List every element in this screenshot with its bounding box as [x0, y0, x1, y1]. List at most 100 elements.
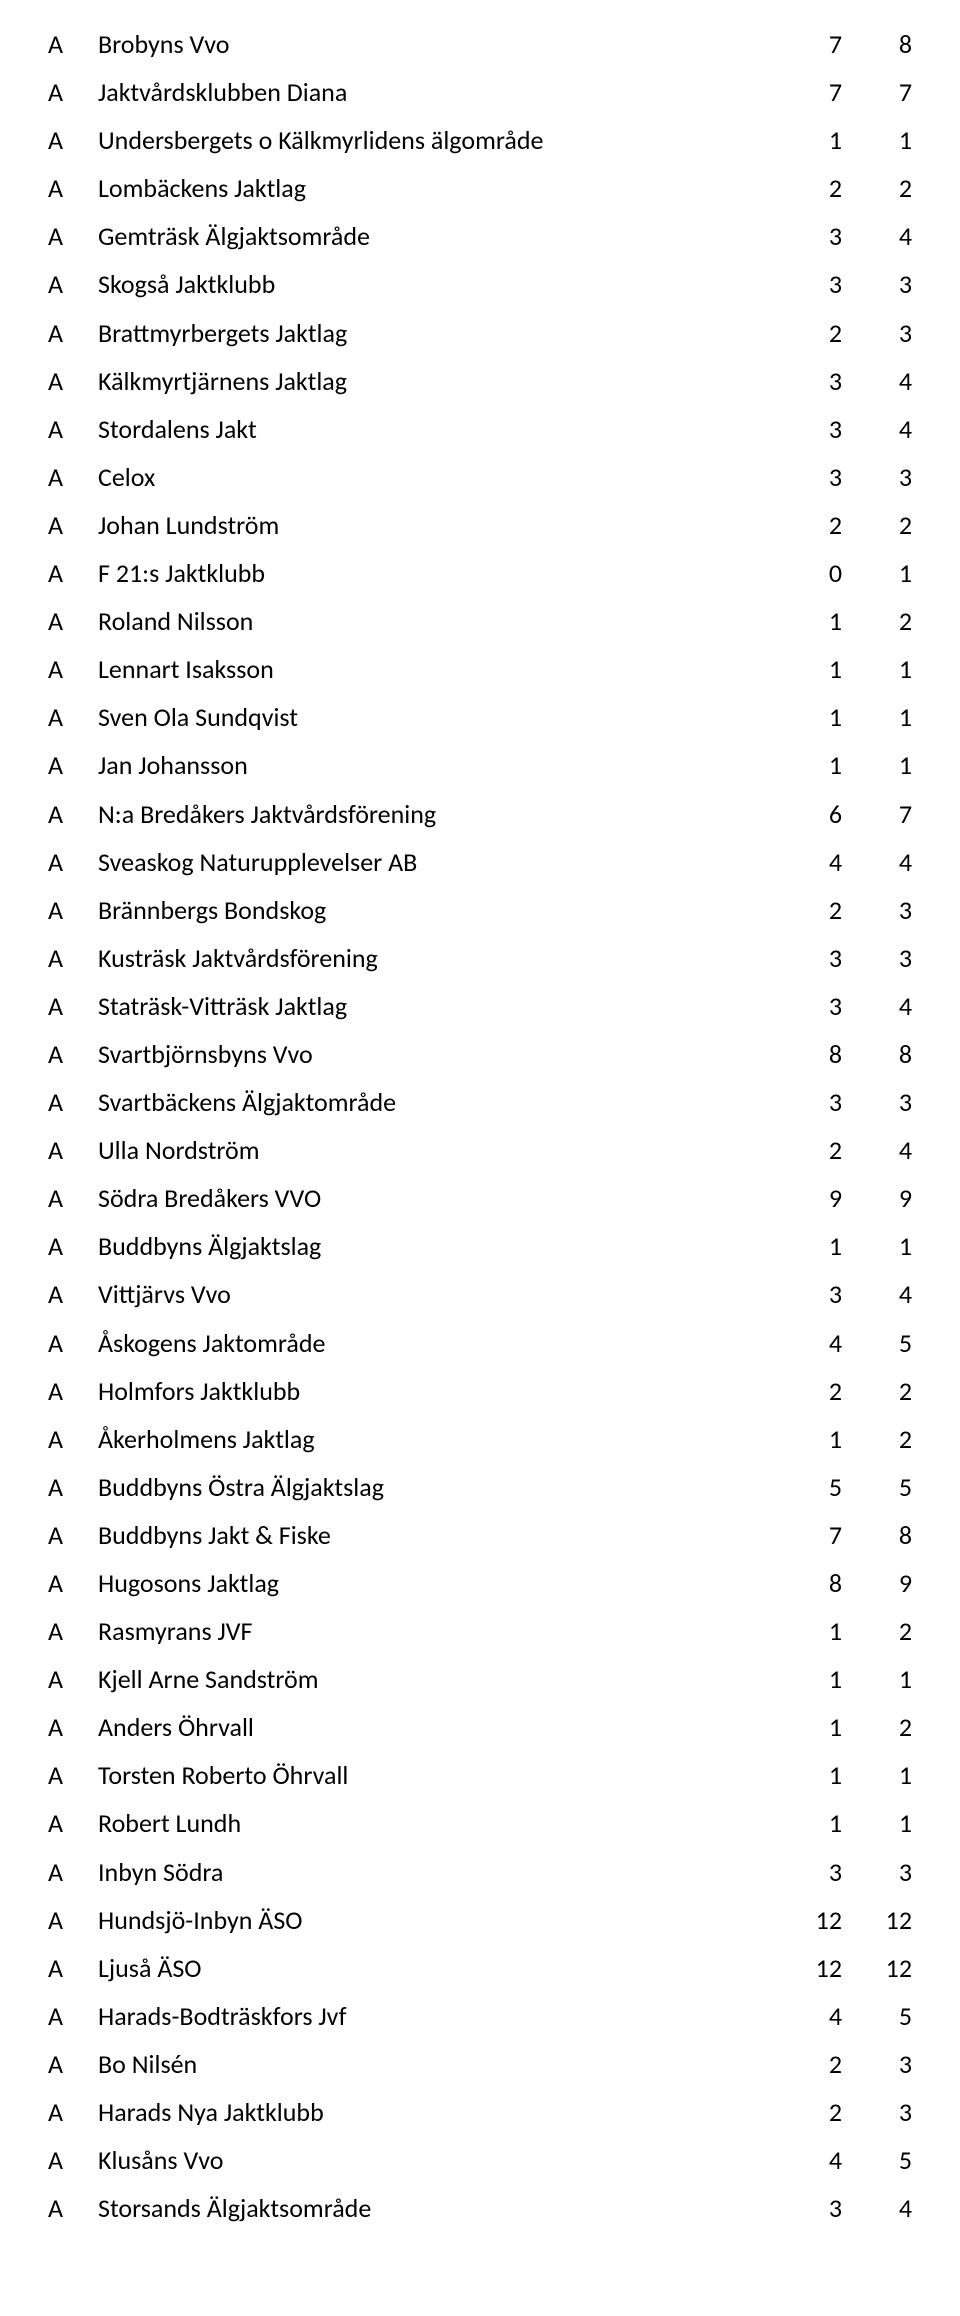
col-number-1: 3: [772, 405, 842, 453]
col-name: Anders Öhrvall: [98, 1703, 772, 1751]
col-name: Ulla Nordström: [98, 1126, 772, 1174]
col-number-2: 3: [842, 260, 912, 308]
table-row: AHarads-Bodträskfors Jvf45: [48, 1992, 912, 2040]
col-number-1: 5: [772, 1463, 842, 1511]
col-number-2: 3: [842, 453, 912, 501]
col-letter: A: [48, 1848, 98, 1896]
col-name: Jan Johansson: [98, 741, 772, 789]
col-name: Inbyn Södra: [98, 1848, 772, 1896]
col-number-2: 1: [842, 1222, 912, 1270]
col-letter: A: [48, 1463, 98, 1511]
col-number-2: 4: [842, 2184, 912, 2232]
col-letter: A: [48, 1078, 98, 1126]
col-name: Brattmyrbergets Jaktlag: [98, 309, 772, 357]
col-number-1: 8: [772, 1030, 842, 1078]
col-letter: A: [48, 1222, 98, 1270]
col-name: Holmfors Jaktklubb: [98, 1367, 772, 1415]
col-number-1: 1: [772, 1607, 842, 1655]
col-letter: A: [48, 1655, 98, 1703]
col-number-2: 9: [842, 1174, 912, 1222]
col-name: Hugosons Jaktlag: [98, 1559, 772, 1607]
col-name: F 21:s Jaktklubb: [98, 549, 772, 597]
col-number-2: 8: [842, 1511, 912, 1559]
table-row: ALennart Isaksson11: [48, 645, 912, 693]
col-number-1: 2: [772, 501, 842, 549]
col-number-2: 5: [842, 1992, 912, 2040]
col-number-2: 8: [842, 1030, 912, 1078]
col-letter: A: [48, 693, 98, 741]
table-row: AJaktvårdsklubben Diana77: [48, 68, 912, 116]
col-number-2: 4: [842, 1270, 912, 1318]
col-number-2: 3: [842, 2040, 912, 2088]
col-letter: A: [48, 934, 98, 982]
col-number-1: 7: [772, 20, 842, 68]
col-number-1: 2: [772, 2088, 842, 2136]
col-number-1: 8: [772, 1559, 842, 1607]
col-number-2: 7: [842, 790, 912, 838]
col-name: Roland Nilsson: [98, 597, 772, 645]
col-letter: A: [48, 1896, 98, 1944]
col-number-2: 12: [842, 1896, 912, 1944]
col-number-1: 1: [772, 1222, 842, 1270]
table-row: AKälkmyrtjärnens Jaktlag34: [48, 357, 912, 405]
table-row: ALjuså ÄSO1212: [48, 1944, 912, 1992]
table-row: AUlla Nordström24: [48, 1126, 912, 1174]
table-row: ALombäckens Jaktlag22: [48, 164, 912, 212]
col-letter: A: [48, 68, 98, 116]
col-number-2: 4: [842, 838, 912, 886]
col-letter: A: [48, 453, 98, 501]
col-letter: A: [48, 1799, 98, 1847]
table-row: ARobert Lundh11: [48, 1799, 912, 1847]
col-number-1: 4: [772, 1992, 842, 2040]
table-row: ASven Ola Sundqvist11: [48, 693, 912, 741]
col-number-1: 3: [772, 357, 842, 405]
col-letter: A: [48, 790, 98, 838]
col-name: Bo Nilsén: [98, 2040, 772, 2088]
col-number-2: 1: [842, 1799, 912, 1847]
col-number-2: 4: [842, 1126, 912, 1174]
table-body: ABrobyns Vvo78AJaktvårdsklubben Diana77A…: [48, 20, 912, 2232]
table-row: AKlusåns Vvo45: [48, 2136, 912, 2184]
table-row: AStorsands Älgjaktsområde34: [48, 2184, 912, 2232]
col-letter: A: [48, 549, 98, 597]
col-number-2: 4: [842, 982, 912, 1030]
col-number-1: 4: [772, 1319, 842, 1367]
table-row: ABrännbergs Bondskog23: [48, 886, 912, 934]
col-number-2: 4: [842, 357, 912, 405]
table-row: AJan Johansson11: [48, 741, 912, 789]
table-row: AVittjärvs Vvo34: [48, 1270, 912, 1318]
col-letter: A: [48, 405, 98, 453]
col-letter: A: [48, 886, 98, 934]
col-letter: A: [48, 1751, 98, 1799]
col-letter: A: [48, 357, 98, 405]
col-name: Johan Lundström: [98, 501, 772, 549]
col-letter: A: [48, 1703, 98, 1751]
table-row: AN:a Bredåkers Jaktvårdsförening67: [48, 790, 912, 838]
table-row: AHolmfors Jaktklubb22: [48, 1367, 912, 1415]
col-number-1: 2: [772, 1367, 842, 1415]
table-row: ABuddbyns Älgjaktslag11: [48, 1222, 912, 1270]
table-row: AÅskogens Jaktområde45: [48, 1319, 912, 1367]
col-number-1: 12: [772, 1896, 842, 1944]
table-row: ABuddbyns Jakt & Fiske78: [48, 1511, 912, 1559]
col-name: Sven Ola Sundqvist: [98, 693, 772, 741]
col-number-1: 1: [772, 693, 842, 741]
col-name: Åskogens Jaktområde: [98, 1319, 772, 1367]
col-letter: A: [48, 741, 98, 789]
col-name: Kjell Arne Sandström: [98, 1655, 772, 1703]
col-name: Hundsjö-Inbyn ÄSO: [98, 1896, 772, 1944]
col-name: Åkerholmens Jaktlag: [98, 1415, 772, 1463]
col-name: Lennart Isaksson: [98, 645, 772, 693]
table-row: ASödra Bredåkers VVO99: [48, 1174, 912, 1222]
col-name: Lombäckens Jaktlag: [98, 164, 772, 212]
col-name: Brobyns Vvo: [98, 20, 772, 68]
col-letter: A: [48, 1319, 98, 1367]
table-row: AHugosons Jaktlag89: [48, 1559, 912, 1607]
col-number-2: 2: [842, 1367, 912, 1415]
col-number-2: 1: [842, 741, 912, 789]
col-number-1: 0: [772, 549, 842, 597]
col-number-1: 9: [772, 1174, 842, 1222]
col-name: Robert Lundh: [98, 1799, 772, 1847]
col-number-1: 3: [772, 1848, 842, 1896]
col-letter: A: [48, 116, 98, 164]
